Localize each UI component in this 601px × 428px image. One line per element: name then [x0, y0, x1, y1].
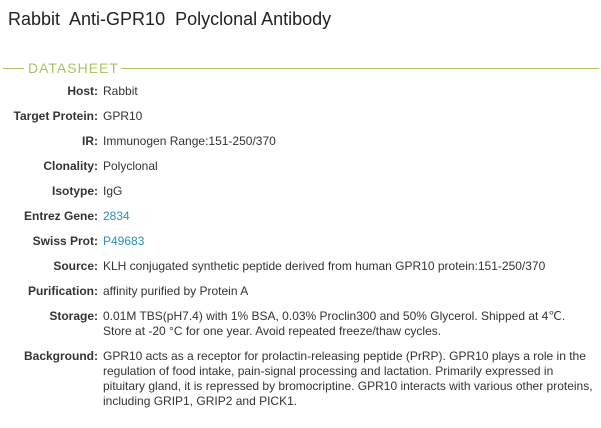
divider: [3, 67, 24, 69]
label: Isotype:: [51, 184, 98, 198]
value: IgG: [103, 184, 123, 198]
label: Storage:: [49, 309, 98, 323]
value: KLH conjugated synthetic peptide derived…: [103, 259, 546, 273]
label: Entrez Gene:: [23, 209, 98, 223]
row-clonality: Clonality: Polyclonal: [0, 154, 593, 179]
label: Background:: [23, 349, 98, 363]
label: IR:: [82, 134, 98, 148]
datasheet-header: DATASHEET: [3, 60, 599, 76]
value: GPR10: [103, 109, 143, 123]
swiss-prot-link[interactable]: P49683: [103, 234, 145, 248]
label: Host:: [67, 84, 98, 98]
entrez-gene-link[interactable]: 2834: [103, 209, 130, 223]
page-title: Rabbit Anti-GPR10 Polyclonal Antibody: [8, 9, 332, 29]
divider: [120, 67, 599, 69]
label: Source:: [53, 259, 98, 273]
row-storage: Storage: 0.01M TBS(pH7.4) with 1% BSA, 0.…: [0, 304, 593, 344]
row-host: Host: Rabbit: [0, 79, 593, 104]
label: Target Protein:: [13, 109, 98, 123]
row-source: Source: KLH conjugated synthetic peptide …: [0, 254, 593, 279]
row-ir: IR: Immunogen Range:151-250/370: [0, 129, 593, 154]
row-entrez-gene: Entrez Gene: 2834: [0, 204, 593, 229]
value: Immunogen Range:151-250/370: [103, 134, 276, 148]
value: Rabbit: [103, 84, 138, 98]
row-swiss-prot: Swiss Prot: P49683: [0, 229, 593, 254]
value: Polyclonal: [103, 159, 158, 173]
datasheet-table: Host: Rabbit Target Protein: GPR10 IR: Immu…: [0, 79, 593, 414]
label: Purification:: [27, 284, 98, 298]
section-title: DATASHEET: [28, 60, 119, 76]
row-target-protein: Target Protein: GPR10: [0, 104, 593, 129]
value: 0.01M TBS(pH7.4) with 1% BSA, 0.03% Proc…: [103, 309, 566, 338]
value: GPR10 acts as a receptor for prolactin-r…: [103, 349, 593, 408]
label: Clonality:: [43, 159, 98, 173]
row-purification: Purification: affinity purified by Protei…: [0, 279, 593, 304]
label: Swiss Prot:: [32, 234, 98, 248]
row-background: Background: GPR10 acts as a receptor for …: [0, 344, 593, 414]
value: affinity purified by Protein A: [103, 284, 249, 298]
row-isotype: Isotype: IgG: [0, 179, 593, 204]
